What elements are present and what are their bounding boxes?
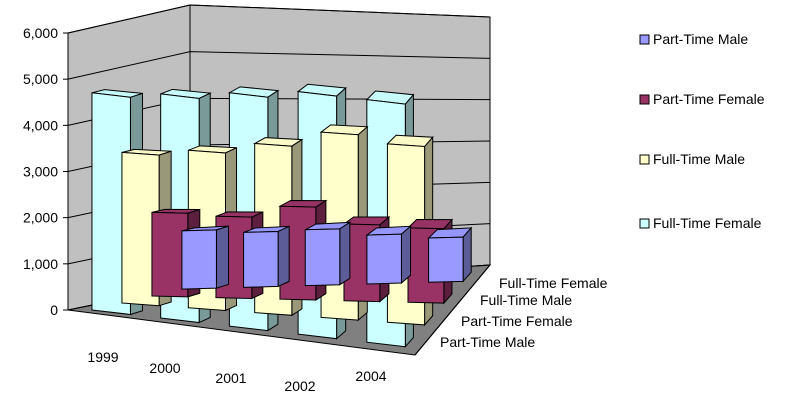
x-tick-label: 2004 <box>355 368 386 384</box>
y-tick-label: 3,000 <box>23 164 58 180</box>
bar-part-time-male-2002 <box>365 225 412 285</box>
bar-part-time-male-2001 <box>304 221 352 287</box>
x-tick-label: 1999 <box>87 349 118 365</box>
x-tick-label: 2001 <box>215 370 246 386</box>
legend-label: Full-Time Female <box>653 215 762 231</box>
y-tick-label: 0 <box>50 302 58 318</box>
y-tick-label: 5,000 <box>23 71 58 87</box>
legend-swatch <box>639 218 650 229</box>
y-tick-label: 6,000 <box>23 25 58 41</box>
legend-swatch <box>639 94 650 105</box>
bar-part-time-male-2000 <box>243 225 290 288</box>
depth-tick-label: Full-Time Male <box>480 292 572 308</box>
y-tick-label: 2,000 <box>23 210 58 226</box>
category-axis-labels: 1999 2000 2001 2002 2004 <box>87 349 386 394</box>
y-tick-label: 4,000 <box>23 117 58 133</box>
bar-part-time-male-1999 <box>181 225 229 290</box>
gridline <box>67 4 491 34</box>
depth-tick-label: Part-Time Female <box>461 313 573 329</box>
legend-label: Part-Time Male <box>653 31 748 47</box>
legend-swatch <box>639 34 650 45</box>
depth-tick-label: Part-Time Male <box>440 334 535 350</box>
bars <box>91 83 473 349</box>
legend-label: Part-Time Female <box>653 91 765 107</box>
legend-swatch <box>639 154 650 165</box>
x-tick-label: 2002 <box>284 378 315 394</box>
value-axis: 0 1,000 2,000 3,000 4,000 5,000 6,000 <box>23 25 69 318</box>
legend-label: Full-Time Male <box>653 151 745 167</box>
bar-part-time-male-2004 <box>427 226 473 283</box>
x-tick-label: 2000 <box>149 360 180 376</box>
depth-tick-label: Full-Time Female <box>499 275 608 291</box>
gridline <box>67 51 491 80</box>
legend: Part-Time Male Part-Time Female Full-Time … <box>639 31 765 231</box>
y-tick-label: 1,000 <box>23 256 58 272</box>
